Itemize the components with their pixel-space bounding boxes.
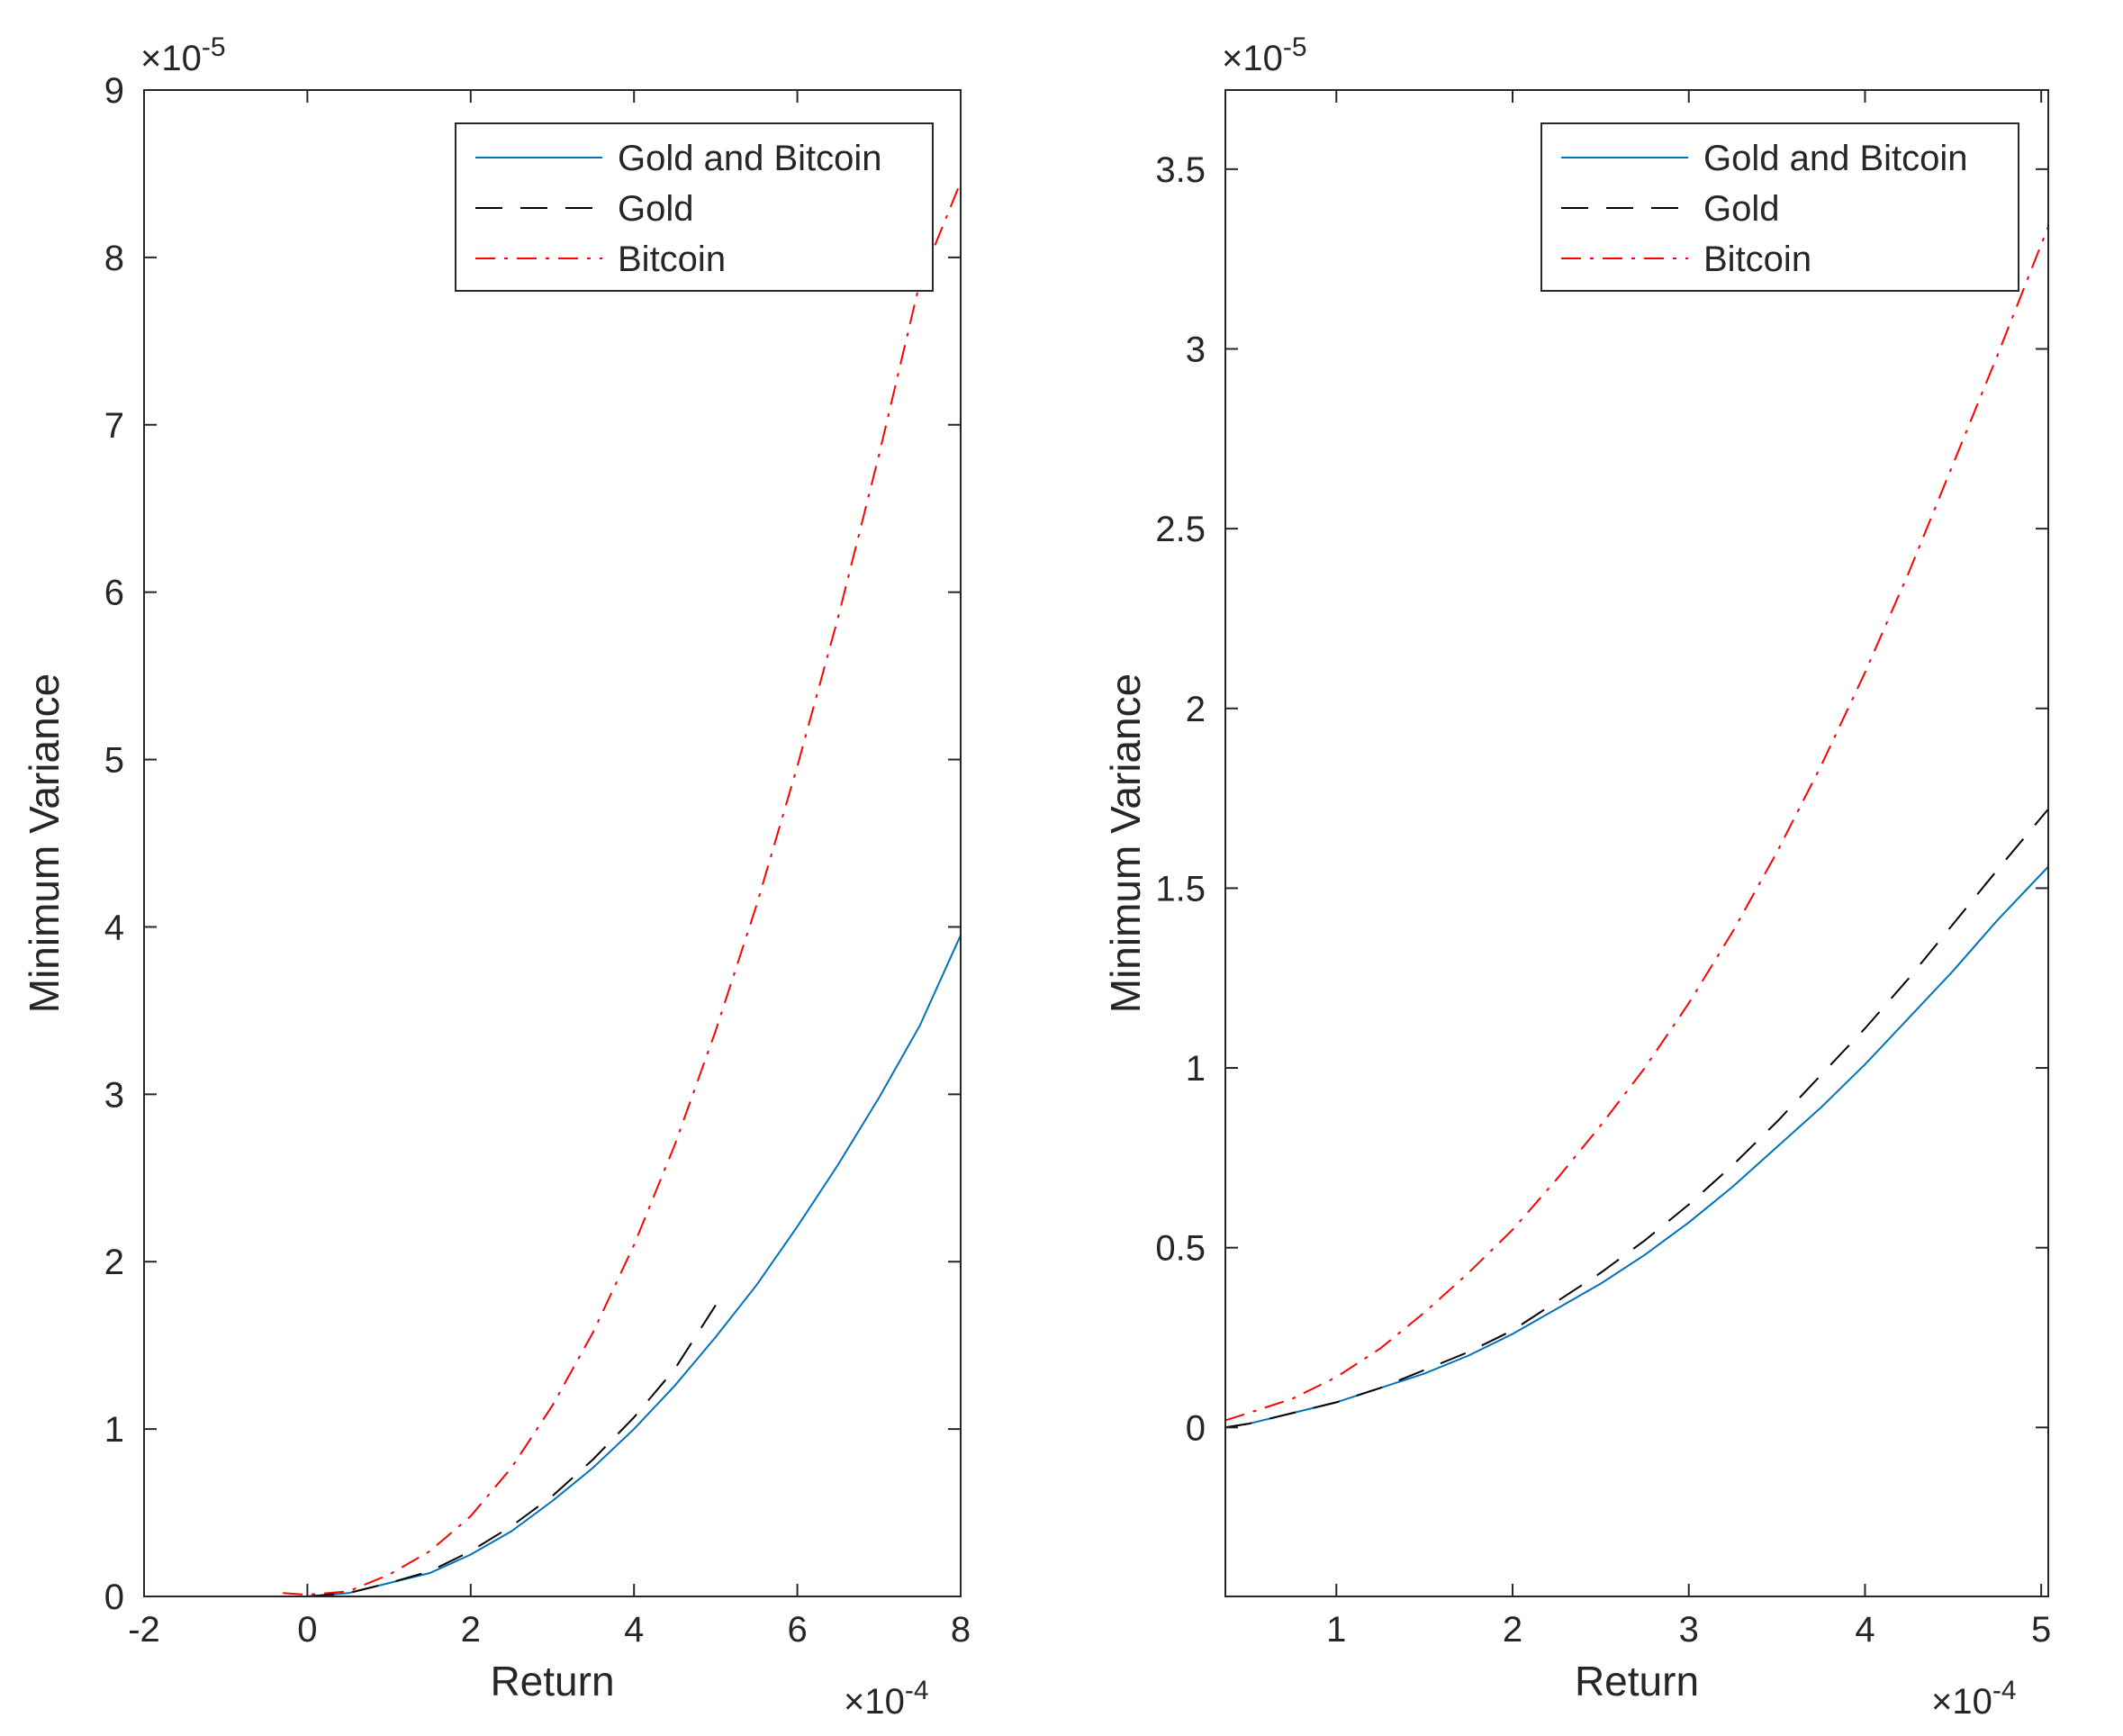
right-legend: Gold and Bitcoin Gold Bitcoin	[1540, 122, 2019, 292]
right-x-exponent-label: ×10-4	[1931, 1676, 2017, 1722]
left-legend-label-gold-and-bitcoin: Gold and Bitcoin	[618, 139, 882, 178]
right-x-axis-label: Return	[1575, 1658, 1699, 1704]
left-series-gold-and-bitcoin	[307, 935, 962, 1597]
left-y-tick-label: 1	[104, 1410, 124, 1450]
left-y-tick-label: 3	[104, 1075, 124, 1115]
right-legend-label-gold-and-bitcoin: Gold and Bitcoin	[1703, 139, 1968, 178]
left-x-tick-label: 2	[461, 1610, 481, 1650]
left-x-tick-label: 4	[624, 1610, 644, 1650]
left-legend-label-bitcoin: Bitcoin	[618, 240, 726, 279]
right-y-exponent-label: ×10-5	[1222, 32, 1307, 78]
left-y-exponent-label: ×10-5	[140, 32, 226, 78]
left-x-tick-label: 6	[787, 1610, 807, 1650]
left-y-tick-label: 7	[104, 406, 124, 446]
right-y-tick-label: 0.5	[1155, 1229, 1206, 1269]
left-legend-label-gold: Gold	[618, 189, 694, 229]
right-axes-box	[1224, 89, 2049, 1597]
right-legend-label-bitcoin: Bitcoin	[1703, 240, 1811, 279]
right-y-tick-label: 1	[1186, 1049, 1206, 1089]
left-series-gold	[307, 1305, 717, 1597]
left-x-exponent-label: ×10-4	[844, 1676, 929, 1722]
right-y-axis-label: Minimum Variance	[1102, 674, 1149, 1013]
left-x-axis-label: Return	[490, 1658, 614, 1704]
left-y-tick-label: 2	[104, 1243, 124, 1282]
right-chart: 1 2 3 4 5 0 0.5 1 1.5 2 2.5 3 3.5 Return Minimum Var…	[1102, 32, 2051, 1722]
left-series-bitcoin	[283, 181, 962, 1596]
left-y-axis-label: Minimum Variance	[21, 674, 68, 1013]
right-series-gold-and-bitcoin	[1224, 865, 2049, 1429]
left-legend: Gold and Bitcoin Gold Bitcoin	[455, 122, 934, 292]
left-y-tick-label: 4	[104, 908, 124, 947]
right-series-bitcoin	[1224, 226, 2049, 1422]
right-y-tick-label: 2.5	[1155, 510, 1206, 549]
left-y-tick-label: 9	[104, 71, 124, 111]
right-x-tick-label: 5	[2031, 1610, 2051, 1650]
right-x-tick-label: 1	[1326, 1610, 1346, 1650]
right-y-tick-label: 1.5	[1155, 869, 1206, 909]
left-x-tick-label: 8	[951, 1610, 971, 1650]
right-x-tick-label: 2	[1503, 1610, 1522, 1650]
left-y-tick-label: 0	[104, 1578, 124, 1617]
right-x-tick-label: 3	[1679, 1610, 1699, 1650]
right-x-tick-label: 4	[1855, 1610, 1875, 1650]
left-x-tick-label: 0	[297, 1610, 317, 1650]
left-y-tick-label: 8	[104, 239, 124, 278]
right-y-tick-label: 2	[1186, 690, 1206, 729]
left-y-tick-label: 5	[104, 741, 124, 781]
left-axes-box	[143, 89, 962, 1597]
right-y-tick-label: 3	[1186, 330, 1206, 369]
left-y-tick-label: 6	[104, 574, 124, 613]
right-series-gold	[1224, 808, 2049, 1429]
right-legend-label-gold: Gold	[1703, 189, 1780, 229]
right-y-tick-label: 0	[1186, 1408, 1206, 1448]
right-y-tick-label: 3.5	[1155, 150, 1206, 190]
left-x-tick-label: -2	[128, 1610, 160, 1650]
